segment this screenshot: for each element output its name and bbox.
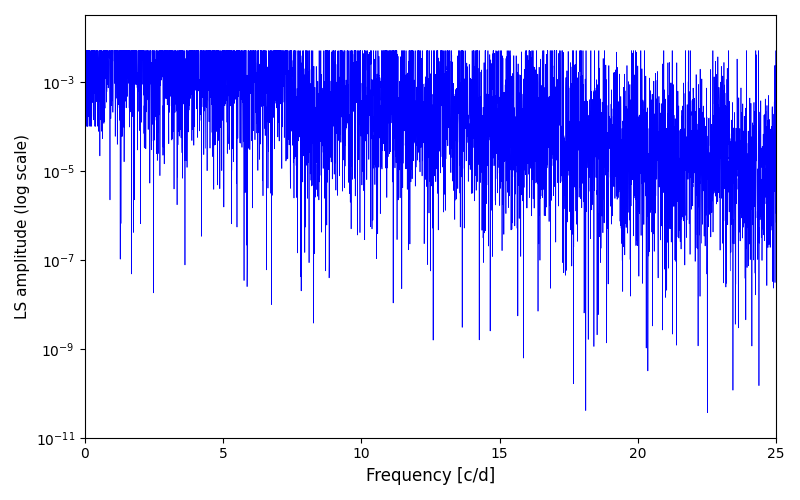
X-axis label: Frequency [c/d]: Frequency [c/d] (366, 467, 495, 485)
Y-axis label: LS amplitude (log scale): LS amplitude (log scale) (15, 134, 30, 319)
